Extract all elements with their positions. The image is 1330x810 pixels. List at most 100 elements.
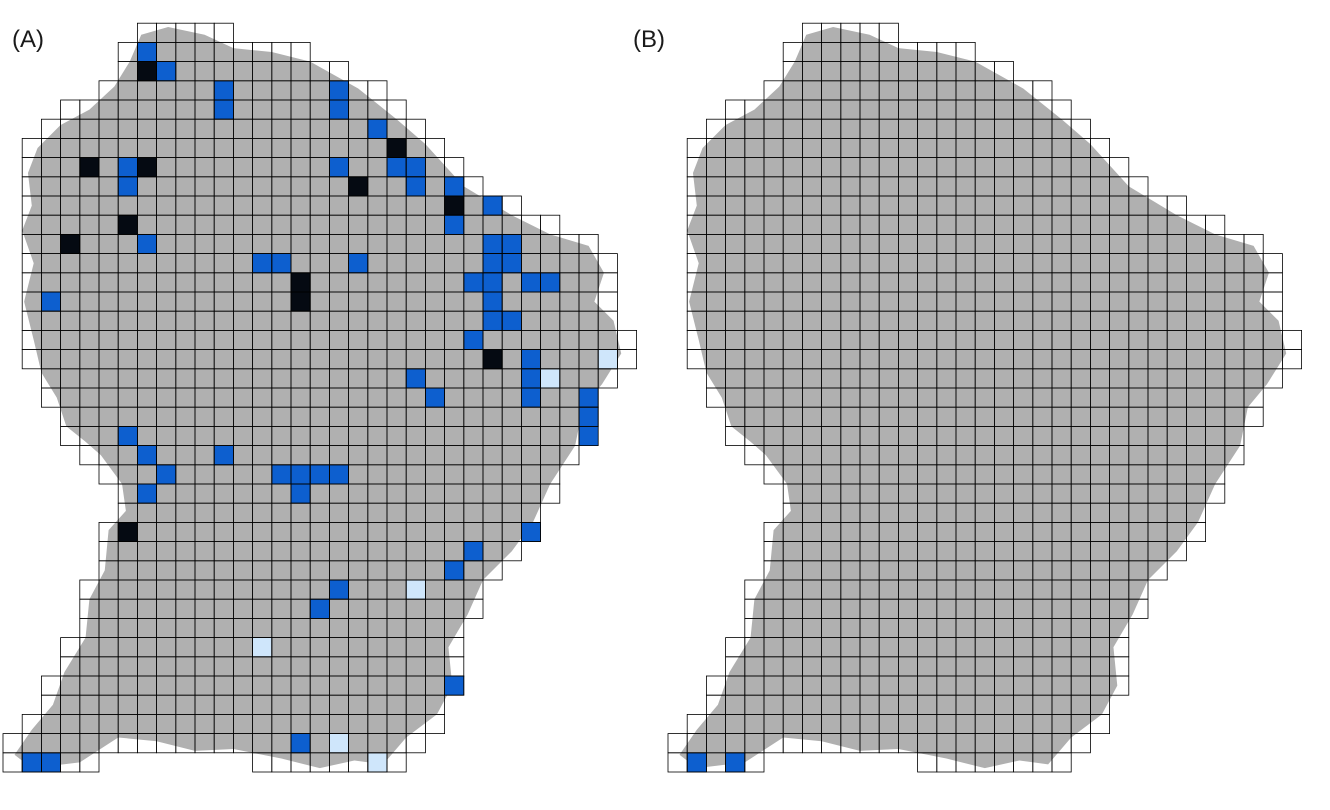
occurrence-cell-mid	[136, 233, 157, 254]
grid-cell	[878, 22, 899, 43]
grid-cell	[1282, 349, 1303, 370]
occurrence-cell-high	[444, 195, 465, 216]
panel-label-a: (A)	[12, 26, 44, 53]
grid-cell	[424, 714, 445, 735]
occurrence-cell-high	[386, 137, 407, 158]
grid-cell	[521, 522, 542, 543]
occurrence-cell-mid	[444, 560, 465, 581]
grid-cell	[1243, 406, 1264, 427]
occurrence-cell-high	[60, 233, 81, 254]
occurrence-cell-mid	[156, 61, 177, 82]
territory-land	[679, 27, 1287, 769]
occurrence-cell-mid	[348, 253, 369, 274]
occurrence-cell-high	[117, 214, 138, 235]
grid-cells	[2, 22, 638, 773]
grid-cell	[501, 541, 522, 562]
occurrence-cell-mid	[41, 291, 62, 312]
grid-cell	[597, 291, 618, 312]
occurrence-cell-mid	[156, 464, 177, 485]
occurrence-cell-mid	[213, 80, 234, 101]
grid-cell	[1070, 733, 1091, 754]
occurrence-cell-low	[328, 733, 349, 754]
occurrence-cell-mid	[578, 387, 599, 408]
panel-label-b: (B)	[633, 26, 665, 53]
occurrence-cell-high	[290, 291, 311, 312]
occurrence-cell-mid	[501, 233, 522, 254]
grid-cell	[79, 752, 100, 773]
occurrence-cell-low	[597, 349, 618, 370]
occurrence-cell-mid	[405, 157, 426, 178]
occurrence-cell-high	[79, 157, 100, 178]
occurrence-cell-mid	[386, 157, 407, 178]
occurrence-cell-mid	[463, 541, 484, 562]
occurrence-cell-mid	[117, 176, 138, 197]
occurrence-cell-mid	[271, 253, 292, 274]
grid-cell	[482, 560, 503, 581]
occurrence-cell-high	[117, 522, 138, 543]
grid-cells	[667, 22, 1303, 773]
grid-cell	[617, 349, 638, 370]
occurrence-cell-mid	[521, 387, 542, 408]
occurrence-cell-mid	[444, 176, 465, 197]
occurrence-cell-mid	[405, 176, 426, 197]
grid-cell	[1262, 368, 1283, 389]
grid-cell	[1166, 541, 1187, 562]
grid-cell	[1205, 483, 1226, 504]
occurrence-cell-mid	[290, 733, 311, 754]
occurrence-cell-mid	[463, 272, 484, 293]
occurrence-cell-mid	[328, 464, 349, 485]
occurrence-cell-mid	[271, 464, 292, 485]
grid-cell	[463, 598, 484, 619]
occurrence-cell-mid	[521, 272, 542, 293]
grid-cell	[1282, 329, 1303, 350]
occurrence-cell-mid	[424, 387, 445, 408]
grid-cell	[578, 406, 599, 427]
occurrence-cell-mid	[328, 157, 349, 178]
grid-cell	[213, 22, 234, 43]
occurrence-cell-mid	[463, 329, 484, 350]
grid-cell	[1224, 445, 1245, 466]
occurrence-cell-mid	[482, 310, 503, 331]
occurrence-cell-mid	[41, 752, 62, 773]
occurrence-cell-mid	[686, 752, 707, 773]
grid-cell	[559, 445, 580, 466]
grid-cell	[540, 483, 561, 504]
occurrence-cell-mid	[328, 99, 349, 120]
occurrence-cell-mid	[252, 253, 273, 274]
grid-cell	[1109, 675, 1130, 696]
occurrence-cell-mid	[725, 752, 746, 773]
occurrence-cell-high	[136, 61, 157, 82]
grid-cell	[744, 752, 765, 773]
occurrence-cell-mid	[290, 464, 311, 485]
grid-cell	[405, 733, 426, 754]
grid-cell	[386, 752, 407, 773]
occurrence-cell-mid	[309, 464, 330, 485]
occurrence-cell-mid	[328, 80, 349, 101]
occurrence-cell-mid	[501, 253, 522, 274]
occurrence-cell-mid	[444, 214, 465, 235]
occurrence-cell-mid	[540, 272, 561, 293]
occurrence-cell-mid	[521, 349, 542, 370]
grid-map-a	[2, 22, 638, 773]
occurrence-cell-mid	[482, 195, 503, 216]
occurrence-cell-mid	[521, 368, 542, 389]
occurrence-cell-mid	[405, 368, 426, 389]
grid-cell	[1186, 522, 1207, 543]
panel-a: (A)	[2, 22, 638, 773]
occurrence-cell-mid	[482, 233, 503, 254]
occurrence-cell-mid	[444, 675, 465, 696]
occurrence-cell-mid	[136, 445, 157, 466]
grid-cell	[1089, 714, 1110, 735]
occurrence-cell-mid	[309, 598, 330, 619]
occurrence-cell-low	[540, 368, 561, 389]
occurrence-cell-low	[252, 637, 273, 658]
grid-cell	[1147, 560, 1168, 581]
territory-land	[14, 27, 622, 769]
occurrence-cell-low	[367, 752, 388, 773]
occurrence-cell-high	[482, 349, 503, 370]
occurrence-cell-mid	[482, 272, 503, 293]
occurrence-cell-mid	[482, 253, 503, 274]
grid-cell	[444, 675, 465, 696]
occurrence-cell-mid	[521, 522, 542, 543]
occurrence-cell-mid	[136, 42, 157, 63]
